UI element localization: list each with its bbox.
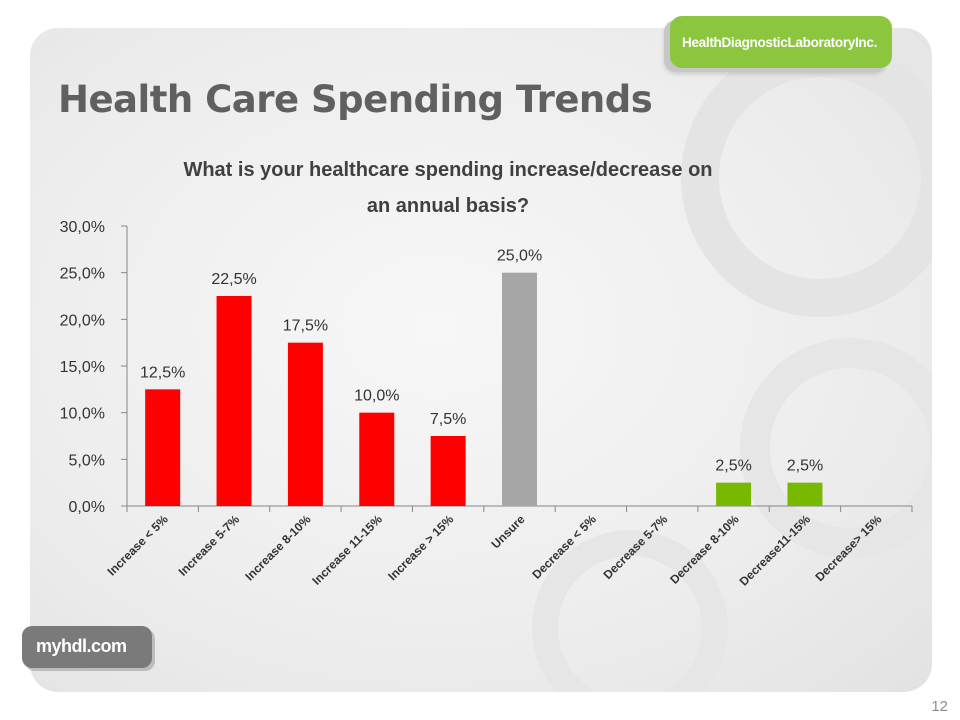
slide-number: 12 bbox=[931, 698, 948, 715]
bar bbox=[359, 412, 395, 506]
y-tick-label: 15,0% bbox=[60, 359, 105, 376]
x-tick-label: Increase 5-7% bbox=[176, 512, 243, 579]
x-tick-label: Increase 11-15% bbox=[309, 512, 385, 588]
bar-value-label: 22,5% bbox=[211, 271, 256, 288]
myhdl-logo: myhdl.com bbox=[22, 626, 152, 668]
bar-value-label: 12,5% bbox=[140, 364, 185, 381]
x-tick-label: Increase < 5% bbox=[105, 512, 172, 579]
bar-value-label: 2,5% bbox=[787, 458, 823, 475]
bar bbox=[145, 389, 181, 506]
hdl-logo-text: HealthDiagnosticLaboratoryInc. bbox=[682, 34, 878, 50]
bar-value-label: 2,5% bbox=[715, 458, 751, 475]
myhdl-logo-text: myhdl.com bbox=[36, 636, 127, 656]
bar bbox=[430, 436, 466, 506]
x-axis: Increase < 5% Increase 5-7% Increase 8-10%… bbox=[105, 505, 913, 589]
bar bbox=[502, 272, 537, 506]
y-tick-label: 0,0% bbox=[69, 499, 105, 516]
x-tick-label: Unsure bbox=[488, 512, 527, 551]
y-axis: 0,0% 5,0% 10,0% 15,0% 20,0% 25,0% 30,0% bbox=[60, 219, 128, 516]
y-tick-label: 20,0% bbox=[60, 312, 105, 329]
bar-value-label: 25,0% bbox=[497, 248, 542, 265]
bar bbox=[287, 342, 323, 506]
bar bbox=[787, 482, 823, 506]
chart-title-line-2: an annual basis? bbox=[367, 195, 529, 217]
y-tick-label: 25,0% bbox=[60, 266, 105, 283]
y-tick-label: 10,0% bbox=[60, 406, 105, 423]
hdl-logo: HealthDiagnosticLaboratoryInc. bbox=[670, 16, 892, 68]
y-tick-label: 30,0% bbox=[60, 219, 105, 236]
x-tick-label: Decrease < 5% bbox=[529, 512, 599, 582]
slide-background-panel bbox=[30, 28, 932, 692]
x-tick-label: Decrease> 15% bbox=[812, 512, 884, 584]
y-tick-label: 5,0% bbox=[69, 452, 105, 469]
x-tick-label: Decrease 5-7% bbox=[601, 512, 671, 582]
bar-value-label: 17,5% bbox=[283, 318, 328, 335]
bars bbox=[145, 272, 823, 506]
bar bbox=[216, 296, 252, 506]
bar-value-label: 10,0% bbox=[354, 388, 399, 405]
x-tick-label: Increase 8-10% bbox=[242, 512, 313, 583]
bar bbox=[716, 482, 752, 506]
page-title: Health Care Spending Trends bbox=[58, 78, 653, 121]
data-labels: 12,5% 22,5% 17,5% 10,0% 7,5% 25,0% 2,5% 2,5% bbox=[140, 248, 823, 475]
x-tick-label: Decrease 8-10% bbox=[667, 512, 742, 587]
chart-title-line-1: What is your healthcare spending increas… bbox=[183, 159, 712, 181]
x-tick-label: Increase > 15% bbox=[385, 512, 456, 583]
bar-value-label: 7,5% bbox=[430, 411, 466, 428]
x-tick-label: Decrease11-15% bbox=[737, 512, 814, 589]
